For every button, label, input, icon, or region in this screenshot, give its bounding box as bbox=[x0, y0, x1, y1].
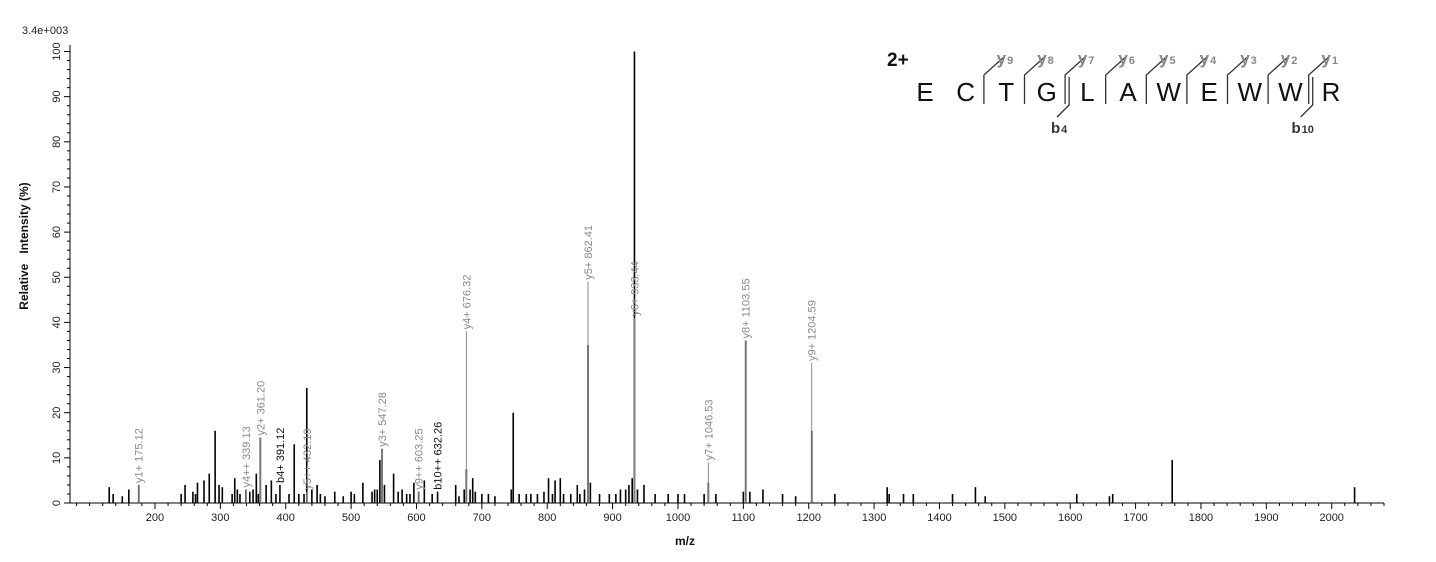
b-ion-label: b4 bbox=[1051, 120, 1068, 137]
residue: W bbox=[1278, 77, 1303, 107]
y-tick-label: 30 bbox=[51, 361, 63, 373]
x-tick-label: 700 bbox=[473, 512, 491, 524]
residue: W bbox=[1156, 77, 1181, 107]
y-tick-label: 80 bbox=[51, 136, 63, 148]
x-tick-label: 900 bbox=[603, 512, 621, 524]
annotation-label: y4++ 339.13 bbox=[241, 426, 253, 487]
y-tick-label: 90 bbox=[51, 91, 63, 103]
annotation-label: y7+ 1046.53 bbox=[703, 399, 715, 460]
b-ion-bracket bbox=[1056, 77, 1070, 118]
x-tick-label: 800 bbox=[538, 512, 556, 524]
y-tick-label: 100 bbox=[51, 42, 63, 60]
x-tick-label: 1300 bbox=[862, 512, 886, 524]
axes: 200 300 400 500 600 700 800 900 1000 1100 1200 1300… bbox=[51, 42, 1385, 524]
x-tick-label: 1800 bbox=[1189, 512, 1213, 524]
annotation-label: y2+ 361.20 bbox=[255, 381, 267, 436]
annotation-label: b10++ 632.26 bbox=[433, 422, 445, 490]
annotation-label: b4+ 391.12 bbox=[275, 428, 287, 483]
y-ion-label: y9 bbox=[997, 49, 1014, 68]
residue: A bbox=[1119, 77, 1137, 107]
x-tick-label: 1200 bbox=[796, 512, 820, 524]
residue: G bbox=[1037, 77, 1057, 107]
y-axis-title: Relative Intensity (%) bbox=[17, 182, 31, 309]
annotation-label: y6+ 933.44 bbox=[629, 261, 641, 316]
y-ion-label: y8 bbox=[1037, 49, 1054, 68]
x-tick-label: 1000 bbox=[666, 512, 690, 524]
y-tick-label: 0 bbox=[51, 500, 63, 506]
annotation-label: y5+ 862.41 bbox=[583, 225, 595, 280]
x-tick-label: 1400 bbox=[927, 512, 951, 524]
scale-label: 3.4e+003 bbox=[22, 25, 68, 37]
residue: E bbox=[916, 77, 933, 107]
x-tick-label: 400 bbox=[277, 512, 295, 524]
annotation-label: y8+ 1103.55 bbox=[741, 278, 753, 338]
x-tick-label: 1600 bbox=[1058, 512, 1082, 524]
y-ion-bracket bbox=[1064, 56, 1086, 104]
annotation-label: y4+ 676.32 bbox=[461, 275, 473, 330]
x-tick-label: 2000 bbox=[1319, 512, 1343, 524]
charge-label: 2+ bbox=[887, 50, 909, 71]
y-ion-label: y5 bbox=[1159, 49, 1176, 68]
x-tick-label: 500 bbox=[342, 512, 360, 524]
x-tick-label: 1100 bbox=[732, 512, 756, 524]
y-ion-bracket bbox=[1267, 56, 1289, 104]
y-ion-label: y3 bbox=[1240, 49, 1257, 68]
annotation-label: y5++ 432.19 bbox=[302, 429, 314, 490]
y-ion-label: y7 bbox=[1078, 49, 1095, 68]
annotation-label: y9+ 1204.59 bbox=[807, 300, 819, 361]
x-axis-title: m/z bbox=[675, 534, 695, 548]
y-tick-label: 40 bbox=[51, 316, 63, 328]
residue: R bbox=[1322, 77, 1341, 107]
y-ion-bracket bbox=[1186, 56, 1208, 104]
residue: E bbox=[1201, 77, 1218, 107]
x-tick-label: 600 bbox=[407, 512, 425, 524]
x-tick-label: 1700 bbox=[1123, 512, 1147, 524]
annotation-label: y9++ 603.25 bbox=[414, 429, 426, 490]
y-tick-label: 70 bbox=[51, 181, 63, 193]
b-ion-bracket bbox=[1300, 77, 1314, 118]
y-ion-bracket bbox=[1023, 56, 1045, 104]
y-tick-label: 60 bbox=[51, 226, 63, 238]
y-ion-bracket bbox=[1308, 56, 1330, 104]
y-tick-label: 10 bbox=[51, 452, 63, 464]
x-tick-label: 200 bbox=[146, 512, 164, 524]
y-tick-label: 50 bbox=[51, 271, 63, 283]
y-ion-bracket bbox=[1105, 56, 1127, 104]
y-ion-bracket bbox=[1145, 56, 1167, 104]
y-ion-label: y1 bbox=[1321, 49, 1338, 68]
y-ion-label: y6 bbox=[1118, 49, 1135, 68]
b-ion-label: b10 bbox=[1291, 120, 1313, 137]
x-tick-label: 300 bbox=[211, 512, 229, 524]
residue: C bbox=[956, 77, 975, 107]
y-ion-label: y4 bbox=[1200, 49, 1217, 68]
annotation-label: y3+ 547.28 bbox=[377, 392, 389, 447]
residue: T bbox=[998, 77, 1014, 107]
y-ion-bracket bbox=[983, 56, 1005, 104]
residue: W bbox=[1238, 77, 1263, 107]
x-tick-label: 1900 bbox=[1254, 512, 1278, 524]
annotation-label: y1+ 175.12 bbox=[134, 428, 146, 483]
residue: L bbox=[1080, 77, 1094, 107]
x-tick-label: 1500 bbox=[993, 512, 1017, 524]
y-ion-bracket bbox=[1226, 56, 1248, 104]
y-ion-label: y2 bbox=[1281, 49, 1298, 68]
y-tick-label: 20 bbox=[51, 407, 63, 419]
